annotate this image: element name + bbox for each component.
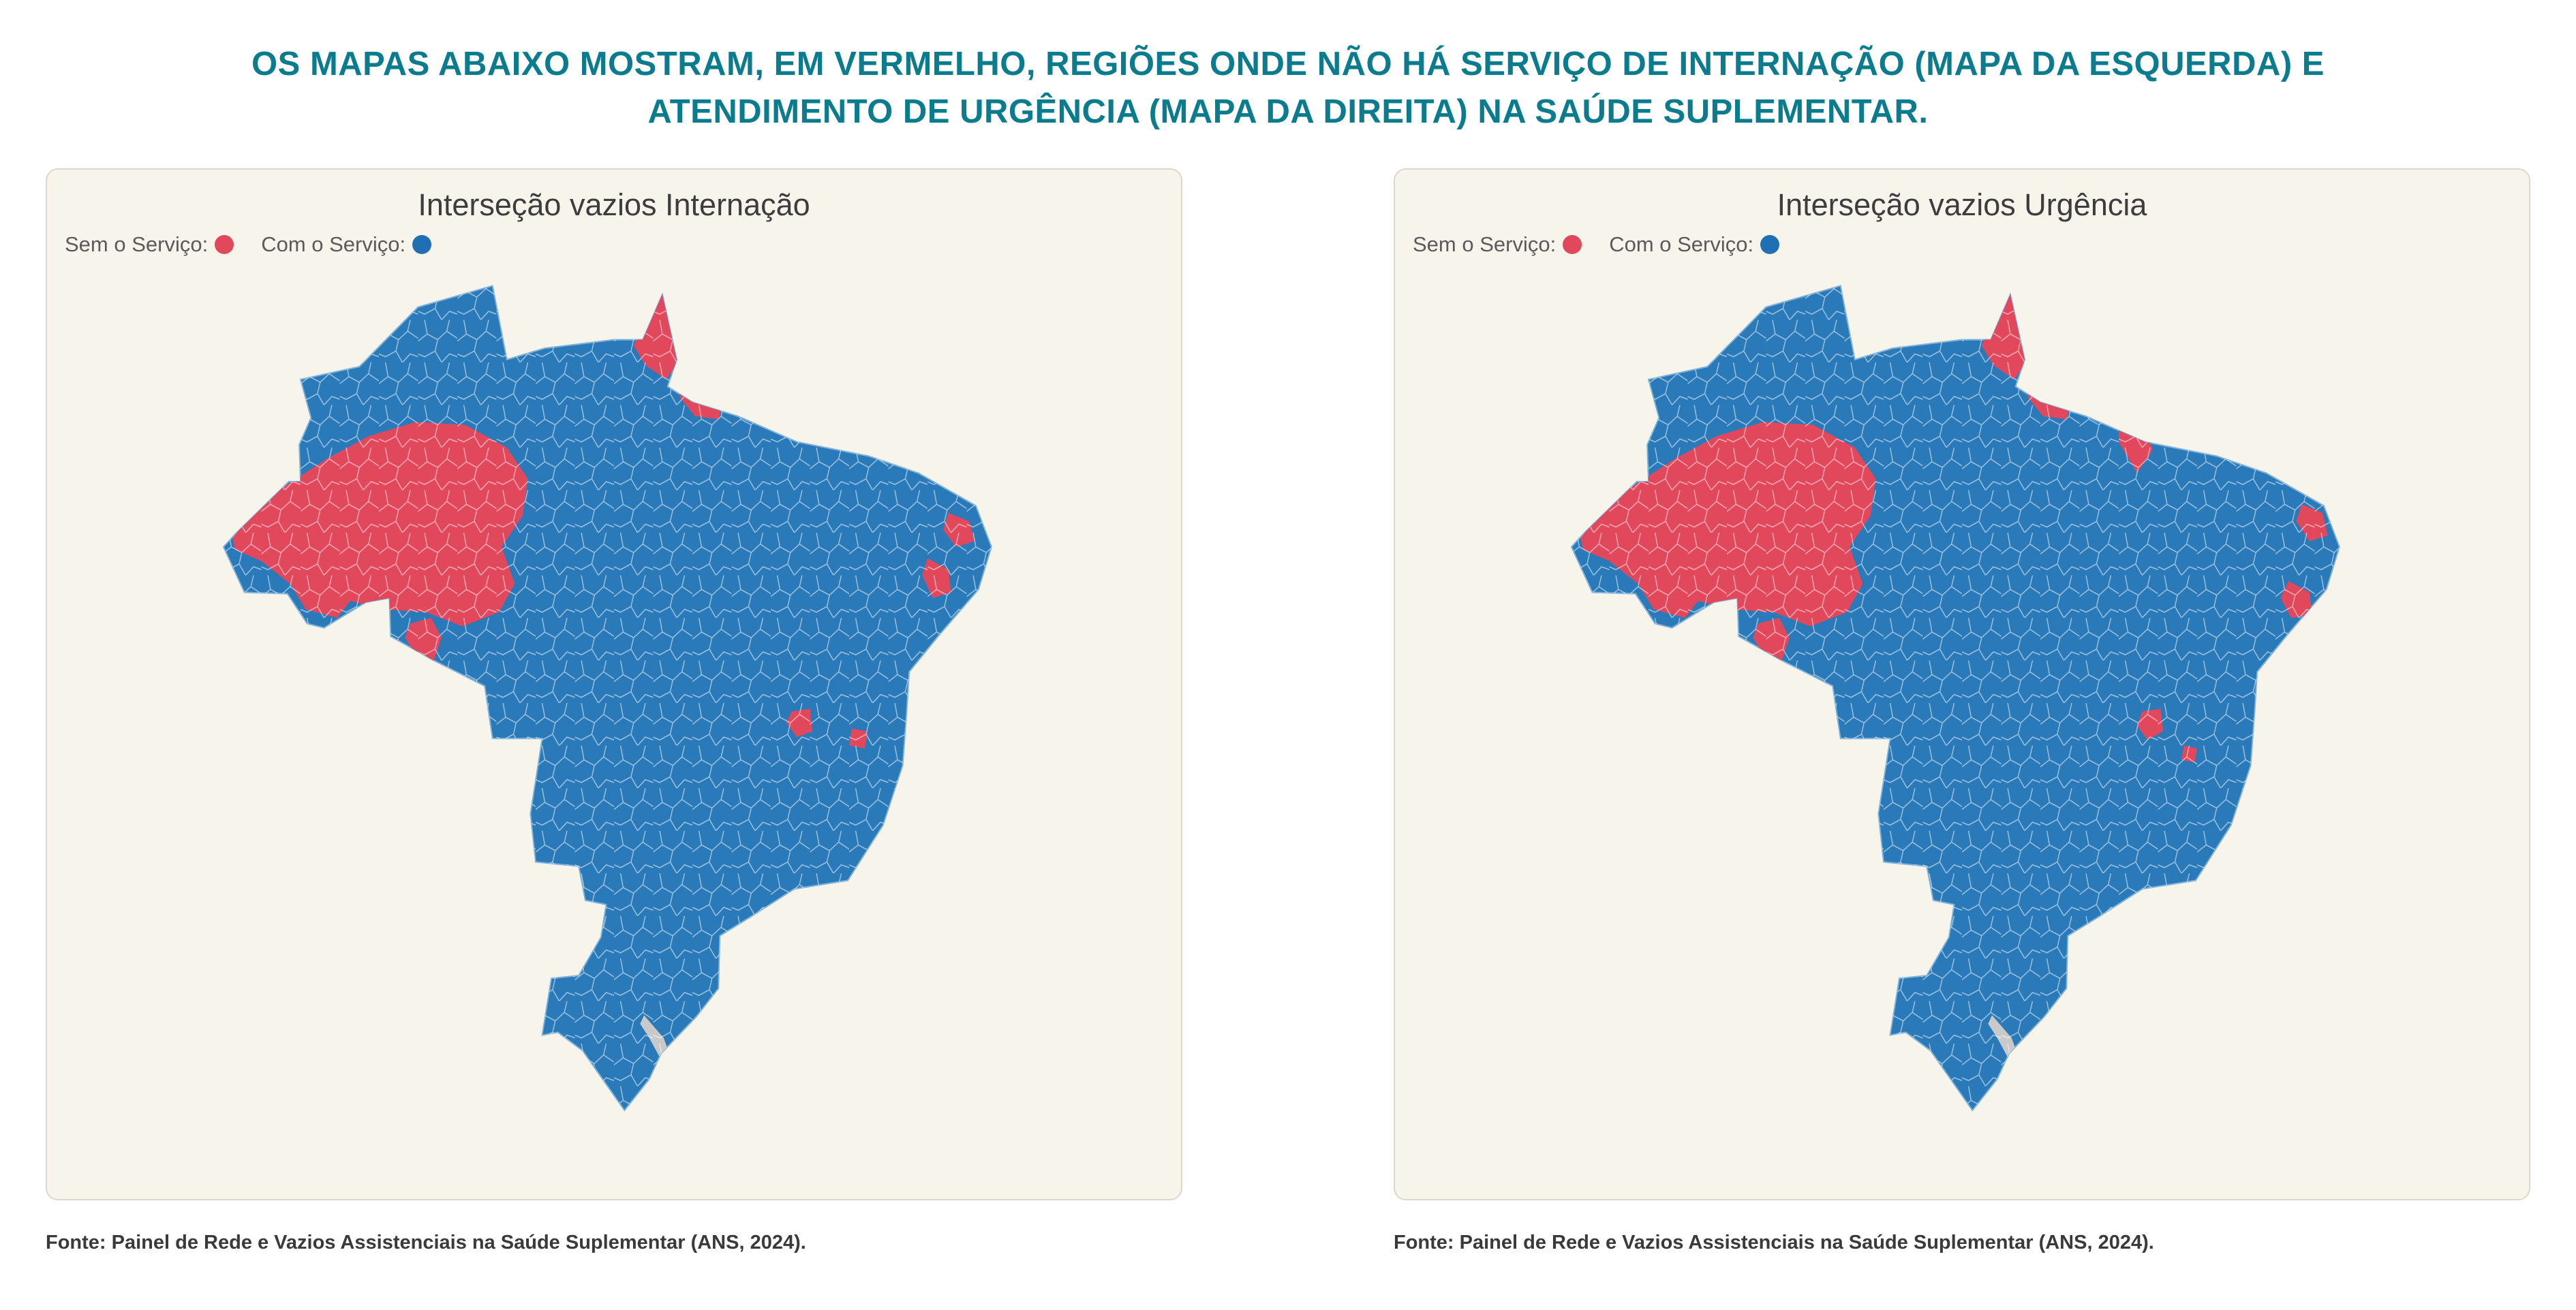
legend-item-with-service: Com o Serviço: (1609, 232, 1780, 257)
map-wrap-internacao (47, 277, 1181, 1129)
with-service-dot-icon (412, 235, 432, 255)
page-title: OS MAPAS ABAIXO MOSTRAM, EM VERMELHO, RE… (251, 46, 2325, 130)
legend-item-without-service: Sem o Serviço: (1413, 232, 1582, 257)
map-title-internacao: Interseção vazios Internação (418, 187, 810, 223)
map-panel-internacao: Interseção vazios Internação Sem o Servi… (46, 168, 1182, 1201)
legend-urgencia: Sem o Serviço: Com o Serviço: (1413, 232, 1780, 257)
maps-row: Interseção vazios Internação Sem o Servi… (0, 168, 2576, 1254)
legend-item-without-service: Sem o Serviço: (65, 232, 234, 257)
without-service-dot-icon (215, 235, 234, 255)
legend-internacao: Sem o Serviço: Com o Serviço: (65, 232, 432, 257)
brazil-map-internacao (222, 285, 992, 1112)
municipal-borders-texture (223, 285, 992, 1111)
brazil-map-urgencia (1570, 285, 2340, 1112)
legend-label-without-service: Sem o Serviço: (65, 232, 209, 257)
legend-label-without-service: Sem o Serviço: (1413, 232, 1557, 257)
municipal-borders-texture (1571, 285, 2340, 1111)
source-note-internacao: Fonte: Painel de Rede e Vazios Assistenc… (46, 1232, 806, 1254)
legend-item-with-service: Com o Serviço: (261, 232, 432, 257)
map-wrap-urgencia (1395, 277, 2529, 1129)
legend-label-with-service: Com o Serviço: (261, 232, 406, 257)
map-title-urgencia: Interseção vazios Urgência (1777, 187, 2147, 223)
without-service-dot-icon (1563, 235, 1582, 255)
legend-label-with-service: Com o Serviço: (1609, 232, 1754, 257)
map-column-urgencia: Interseção vazios Urgência Sem o Serviço… (1394, 168, 2530, 1254)
map-panel-urgencia: Interseção vazios Urgência Sem o Serviço… (1394, 168, 2530, 1201)
map-column-internacao: Interseção vazios Internação Sem o Servi… (46, 168, 1182, 1254)
source-note-urgencia: Fonte: Painel de Rede e Vazios Assistenc… (1394, 1232, 2154, 1254)
with-service-dot-icon (1760, 235, 1780, 255)
